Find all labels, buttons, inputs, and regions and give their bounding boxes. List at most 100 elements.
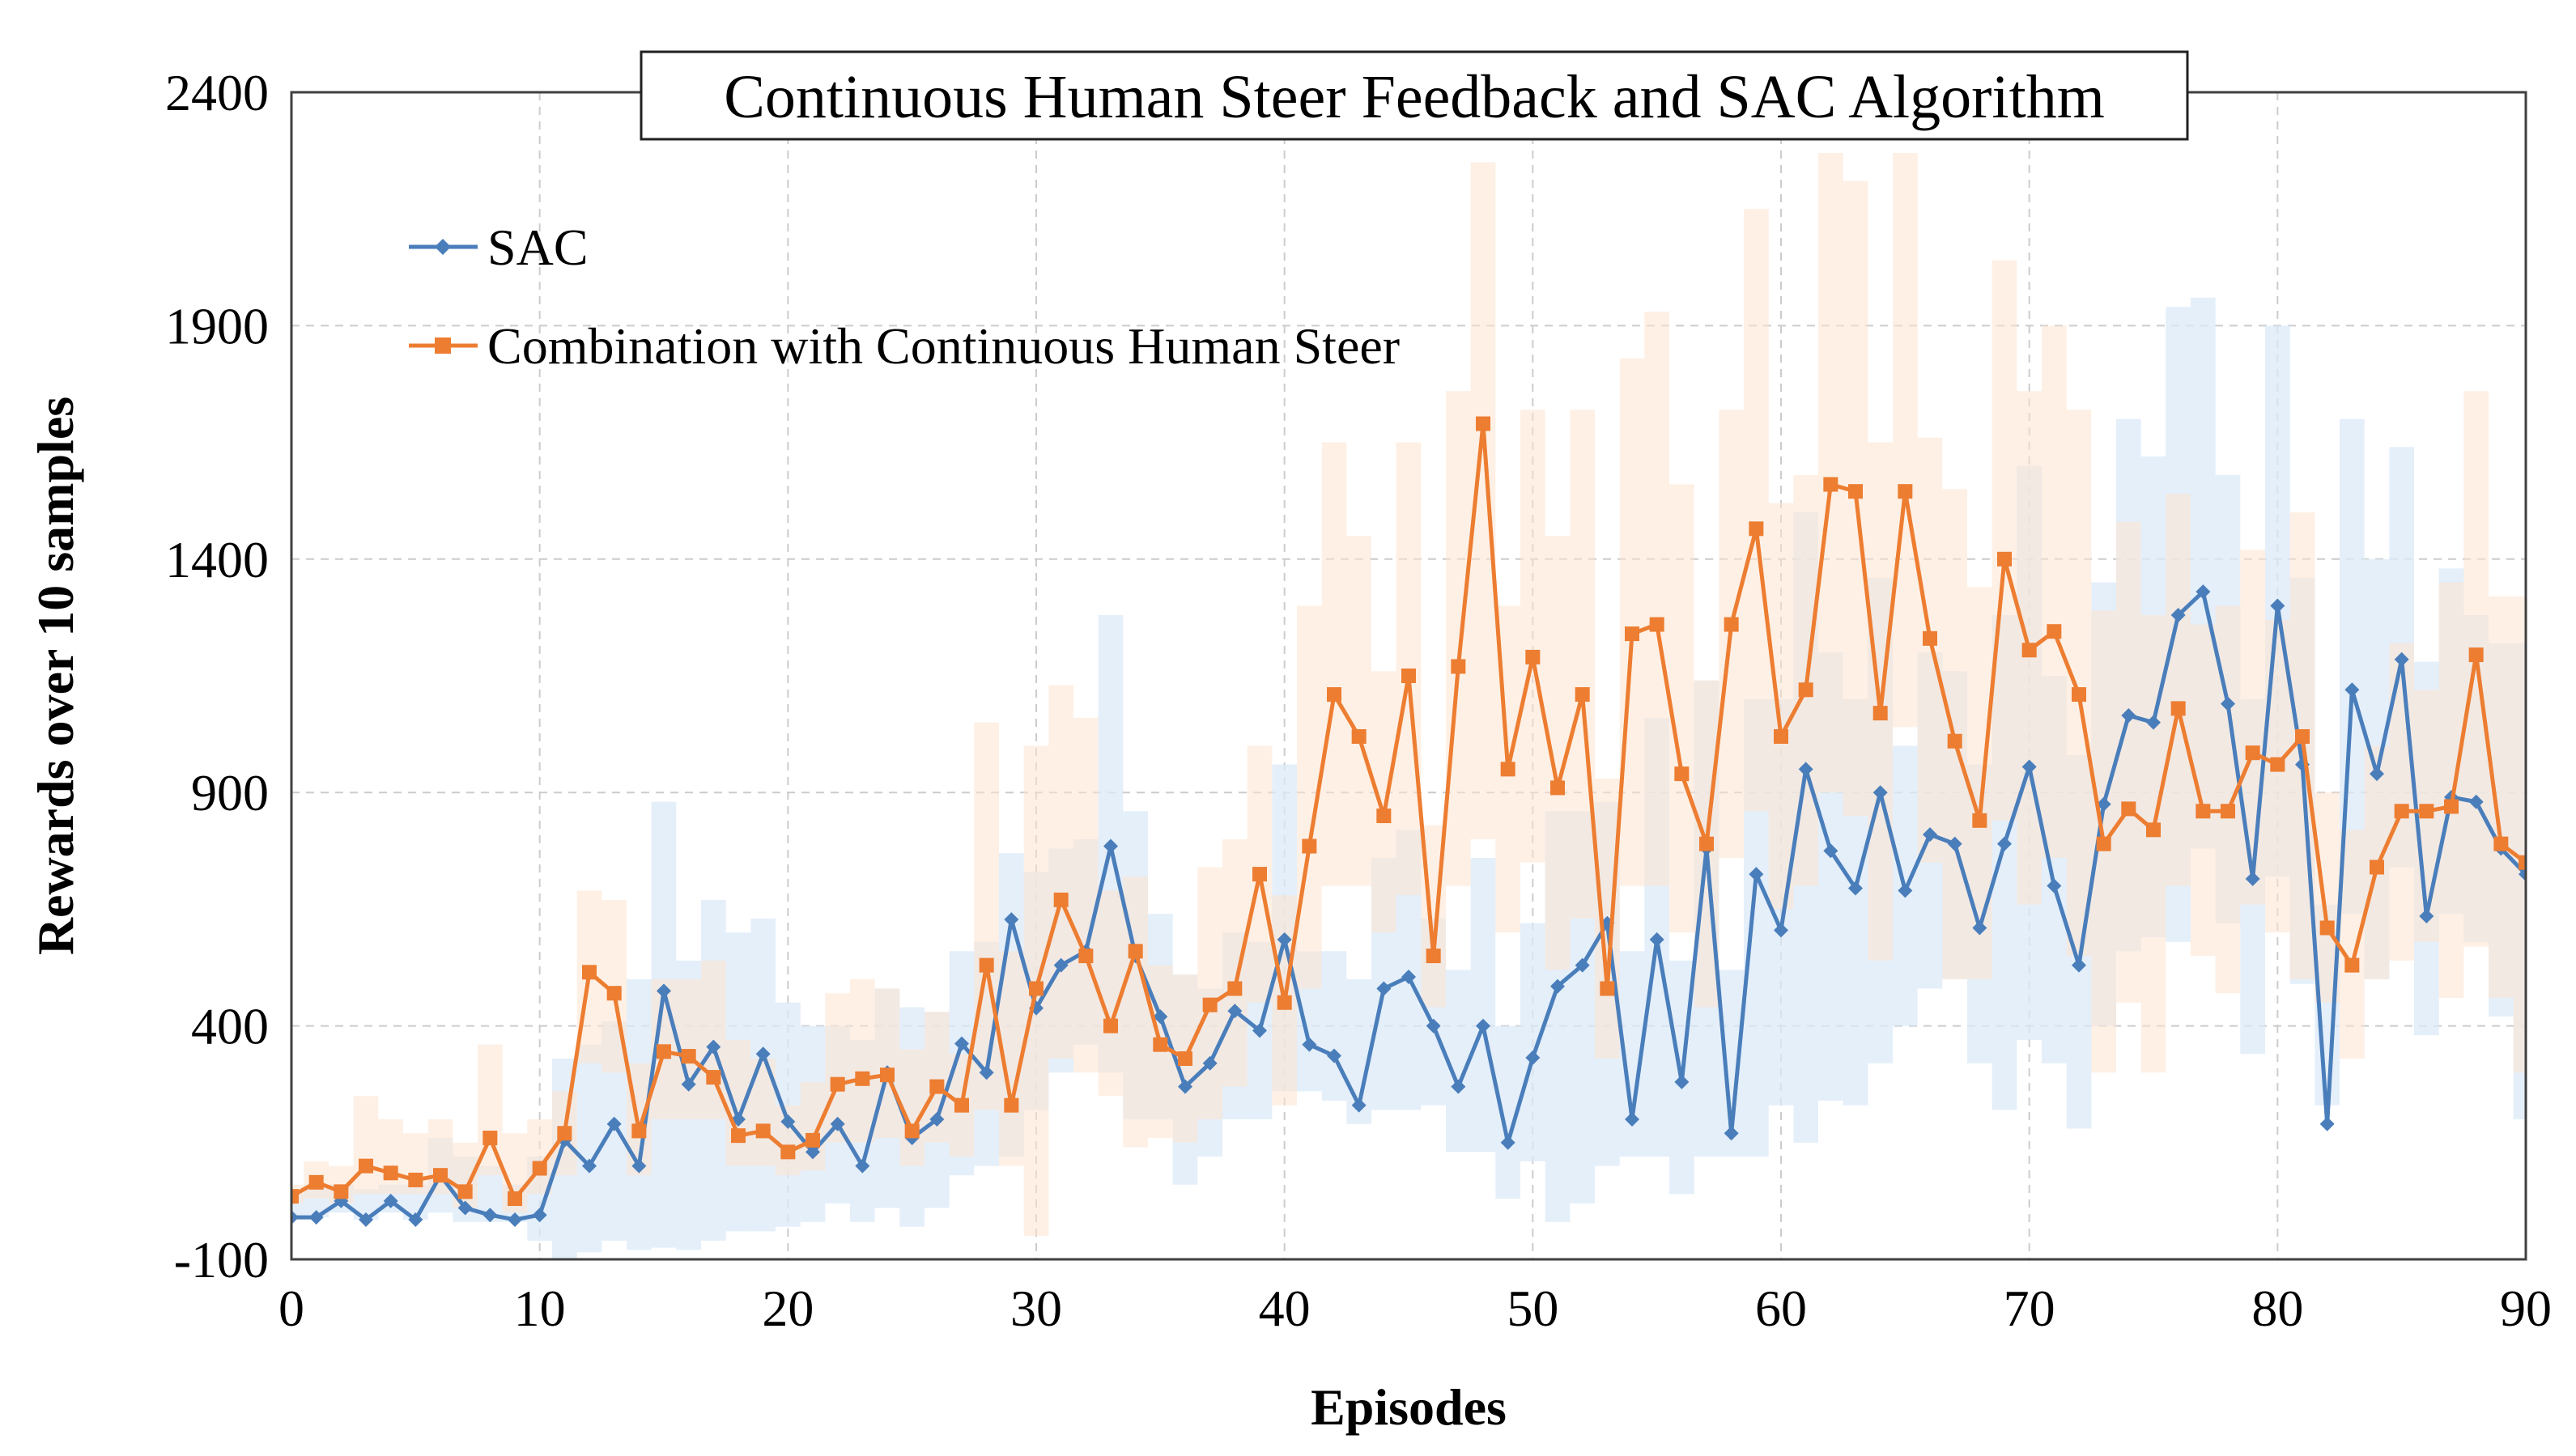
data-point-sac [1401, 970, 1416, 985]
data-point-human-steer [1674, 766, 1690, 782]
data-point-sac [1724, 1126, 1739, 1141]
data-point-sac [291, 1210, 299, 1225]
data-point-sac [1947, 836, 1962, 851]
data-point-human-steer [1575, 687, 1590, 703]
data-point-human-steer [2419, 804, 2434, 819]
data-point-sac [2170, 608, 2186, 623]
data-point-sac [2245, 871, 2260, 886]
data-point-sac [359, 1212, 373, 1227]
data-point-sac [1227, 1004, 1243, 1019]
error-band-human-steer [2513, 596, 2526, 1073]
data-point-sac [508, 1212, 522, 1227]
error-band-human-steer [974, 722, 999, 1110]
data-point-human-steer [1724, 617, 1739, 632]
data-point-human-steer [1600, 981, 1615, 996]
data-point-human-steer [1153, 1037, 1168, 1052]
error-band-human-steer [2489, 596, 2514, 998]
data-point-human-steer [308, 1174, 324, 1190]
data-point-human-steer [291, 1189, 299, 1204]
data-point-human-steer [631, 1123, 647, 1139]
data-point-human-steer [2021, 643, 2037, 658]
error-band-human-steer [1321, 442, 1347, 886]
data-point-human-steer [1103, 1018, 1118, 1034]
data-point-sac [2072, 957, 2086, 973]
data-point-sac [482, 1208, 498, 1223]
data-point-human-steer [1972, 813, 1987, 828]
data-point-sac [606, 1116, 622, 1131]
data-point-human-steer [755, 1123, 771, 1139]
data-point-sac [1327, 1048, 1341, 1063]
data-point-human-steer [606, 986, 622, 1001]
x-tick-label: 20 [762, 1280, 814, 1337]
data-point-sac [2096, 796, 2111, 812]
data-point-sac [1997, 836, 2012, 851]
data-point-human-steer [1774, 728, 1788, 744]
data-point-human-steer [954, 1097, 969, 1113]
data-point-sac [1376, 981, 1392, 996]
data-point-human-steer [2444, 799, 2459, 814]
error-band-human-steer [378, 1119, 403, 1195]
error-band-human-steer [1048, 685, 1073, 1059]
error-band-human-steer [1570, 410, 1595, 919]
data-point-human-steer [1053, 892, 1069, 907]
x-tick-label: 40 [1259, 1280, 1311, 1337]
error-band-human-steer [1371, 671, 1396, 933]
error-band-human-steer [1098, 890, 1124, 1097]
data-point-human-steer [929, 1079, 945, 1094]
data-point-sac [954, 1036, 969, 1051]
data-point-sac [806, 1144, 820, 1160]
error-band-sac [1321, 951, 1347, 1101]
data-point-human-steer [1227, 981, 1243, 996]
data-point-sac [1550, 978, 1565, 994]
legend: SAC Combination with Continuous Human Ste… [409, 219, 1400, 375]
data-point-human-steer [1426, 949, 1441, 964]
error-band-human-steer [1446, 391, 1471, 886]
error-band-human-steer [1967, 587, 1992, 979]
data-point-sac [532, 1208, 547, 1223]
y-tick-label: 2400 [165, 64, 269, 121]
y-tick-label: 1900 [165, 297, 269, 354]
data-point-human-steer [1550, 780, 1565, 796]
line-layer [291, 416, 2526, 1227]
data-point-human-steer [2096, 836, 2111, 851]
data-point-sac [1252, 1023, 1267, 1038]
data-point-sac [2121, 708, 2136, 724]
data-point-human-steer [2344, 957, 2360, 973]
error-band-sac [1470, 857, 1496, 1152]
error-band-human-steer [1818, 152, 1843, 793]
data-point-human-steer [408, 1172, 423, 1187]
legend-marker-diamond [435, 239, 451, 255]
data-point-sac [1004, 912, 1019, 928]
y-tick-label: 400 [191, 998, 269, 1055]
legend-marker-square [435, 337, 451, 354]
data-point-human-steer [2170, 701, 2186, 716]
data-point-sac [1053, 957, 1069, 973]
data-point-human-steer [557, 1126, 572, 1141]
data-point-human-steer [2047, 624, 2062, 639]
data-point-human-steer [1525, 649, 1541, 664]
data-point-sac [830, 1116, 845, 1131]
data-point-human-steer [780, 1144, 796, 1160]
data-point-human-steer [1277, 995, 1292, 1010]
data-point-human-steer [2245, 745, 2260, 761]
data-point-human-steer [457, 1184, 473, 1199]
y-tick-label: 1400 [165, 531, 269, 588]
data-point-human-steer [383, 1165, 398, 1181]
data-point-sac [383, 1193, 398, 1208]
y-tick-label: -100 [174, 1231, 269, 1288]
error-band-human-steer [1346, 535, 1371, 886]
data-point-human-steer [582, 965, 597, 980]
data-point-human-steer [1178, 1051, 1192, 1066]
data-point-human-steer [731, 1128, 746, 1144]
error-band-human-steer [874, 988, 900, 1139]
data-point-sac [929, 1111, 945, 1127]
error-band-sac [1520, 923, 1545, 1161]
data-point-human-steer [1872, 706, 1888, 721]
x-tick-label: 60 [1755, 1280, 1807, 1337]
data-point-human-steer [1401, 669, 1416, 683]
data-point-sac [582, 1158, 597, 1174]
data-point-sac [2519, 867, 2526, 882]
data-point-sac [1351, 1097, 1367, 1113]
error-band-sac [1446, 970, 1471, 1152]
